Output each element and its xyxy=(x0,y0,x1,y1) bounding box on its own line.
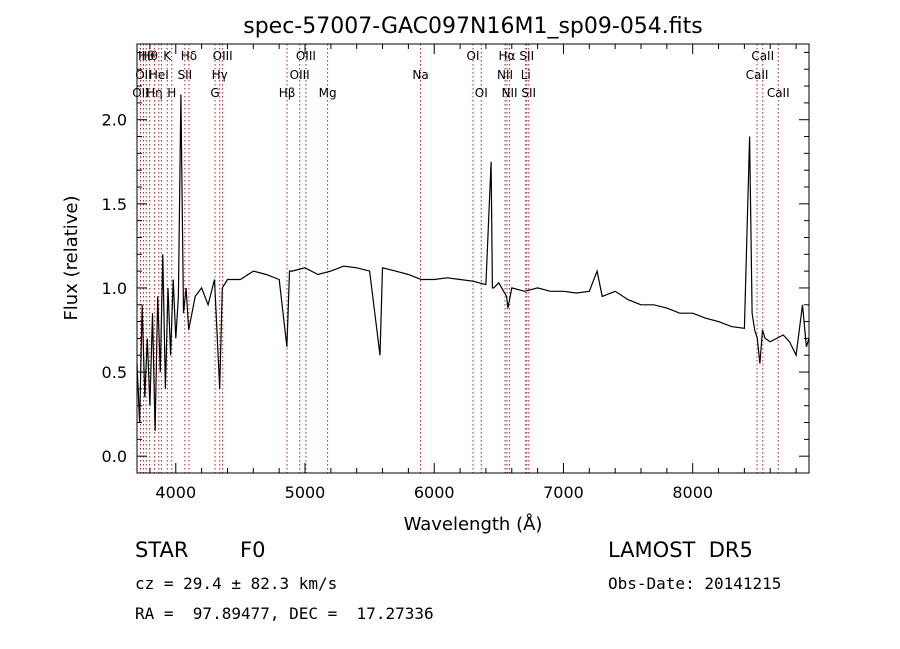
x-tick-label: 6000 xyxy=(414,483,455,502)
line-label: SII xyxy=(519,49,534,63)
line-label: OIII xyxy=(290,68,310,82)
line-label: OIII xyxy=(296,49,316,63)
spectral-line-labels: OIIOIIHθHθHηHeIKHSIIHδGHγOIIIHβOIIIOIIIM… xyxy=(132,49,789,100)
line-label: Hη xyxy=(146,86,163,100)
x-axis-ticks: 4000 5000 6000 7000 8000 xyxy=(149,44,797,502)
x-tick-label: 8000 xyxy=(672,483,713,502)
line-label: CaII xyxy=(767,86,790,100)
y-tick-label: 2.0 xyxy=(102,111,127,130)
object-subclass: F0 xyxy=(240,538,266,562)
line-label: HeI xyxy=(149,68,169,82)
line-label: Hθ xyxy=(141,49,157,63)
chart-title: spec-57007-GAC097N16M1_sp09-054.fits xyxy=(243,14,703,39)
x-tick-label: 4000 xyxy=(155,483,196,502)
plot-frame xyxy=(136,43,810,474)
y-tick-label: 1.5 xyxy=(102,195,127,214)
line-label: G xyxy=(210,86,219,100)
x-tick-label: 7000 xyxy=(543,483,584,502)
line-label: SII xyxy=(177,68,192,82)
line-label: OII xyxy=(135,68,152,82)
line-label: CaII xyxy=(751,49,774,63)
survey-release: LAMOST DR5 xyxy=(608,538,753,562)
line-label: CaII xyxy=(746,68,769,82)
line-label: Mg xyxy=(319,86,337,100)
flux-series-line xyxy=(136,94,810,431)
sky-coordinates: RA = 97.89477, DEC = 17.27336 xyxy=(135,604,434,623)
y-tick-label: 1.0 xyxy=(102,279,127,298)
y-tick-label: 0.5 xyxy=(102,363,127,382)
y-tick-label: 0.0 xyxy=(102,447,127,466)
y-axis-ticks: 0.0 0.5 1.0 1.5 2.0 xyxy=(102,51,809,466)
line-label: Hθ xyxy=(138,49,154,63)
line-label: OI xyxy=(467,49,480,63)
line-label: Li xyxy=(521,68,531,82)
x-tick-label: 5000 xyxy=(285,483,326,502)
line-label: NII xyxy=(497,68,513,82)
line-label: OII xyxy=(132,86,149,100)
spectral-line-markers xyxy=(139,44,779,473)
line-label: Na xyxy=(412,68,428,82)
line-label: OIII xyxy=(213,49,233,63)
observation-date: Obs-Date: 20141215 xyxy=(608,574,782,593)
line-label: Hα xyxy=(499,49,516,63)
object-class: STAR xyxy=(135,538,189,562)
line-label: H xyxy=(167,86,176,100)
y-axis-label: Flux (relative) xyxy=(61,195,82,320)
redshift-velocity: cz = 29.4 ± 82.3 km/s xyxy=(135,574,338,593)
line-label: OI xyxy=(475,86,488,100)
line-label: Hδ xyxy=(181,49,197,63)
line-label: SII xyxy=(521,86,536,100)
x-axis-label: Wavelength (Å) xyxy=(404,513,543,535)
line-label: Hγ xyxy=(212,68,228,82)
line-label: K xyxy=(163,49,172,63)
line-label: NII xyxy=(502,86,518,100)
line-label: Hβ xyxy=(279,86,296,100)
